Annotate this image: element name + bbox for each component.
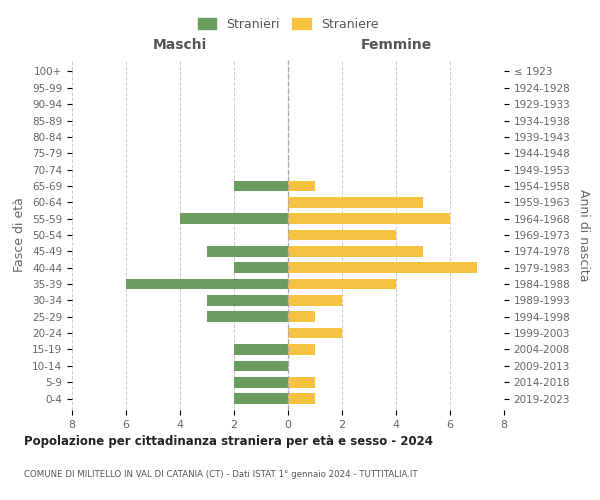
Bar [288, 279, 396, 289]
Bar [288, 295, 342, 306]
Bar [288, 180, 315, 191]
Bar [126, 279, 288, 289]
Bar [288, 246, 423, 256]
Bar [234, 377, 288, 388]
Y-axis label: Anni di nascita: Anni di nascita [577, 188, 590, 281]
Bar [288, 230, 396, 240]
Bar [207, 295, 288, 306]
Text: Maschi: Maschi [153, 38, 207, 52]
Bar [207, 312, 288, 322]
Bar [288, 262, 477, 273]
Bar [288, 328, 342, 338]
Bar [234, 360, 288, 371]
Bar [288, 214, 450, 224]
Bar [234, 344, 288, 355]
Bar [288, 393, 315, 404]
Bar [234, 180, 288, 191]
Y-axis label: Fasce di età: Fasce di età [13, 198, 26, 272]
Bar [288, 197, 423, 207]
Text: Femmine: Femmine [361, 38, 431, 52]
Text: Popolazione per cittadinanza straniera per età e sesso - 2024: Popolazione per cittadinanza straniera p… [24, 435, 433, 448]
Bar [207, 246, 288, 256]
Bar [288, 312, 315, 322]
Bar [180, 214, 288, 224]
Text: COMUNE DI MILITELLO IN VAL DI CATANIA (CT) - Dati ISTAT 1° gennaio 2024 - TUTTIT: COMUNE DI MILITELLO IN VAL DI CATANIA (C… [24, 470, 418, 479]
Legend: Stranieri, Straniere: Stranieri, Straniere [191, 11, 385, 37]
Bar [288, 377, 315, 388]
Bar [234, 393, 288, 404]
Bar [234, 262, 288, 273]
Bar [288, 344, 315, 355]
